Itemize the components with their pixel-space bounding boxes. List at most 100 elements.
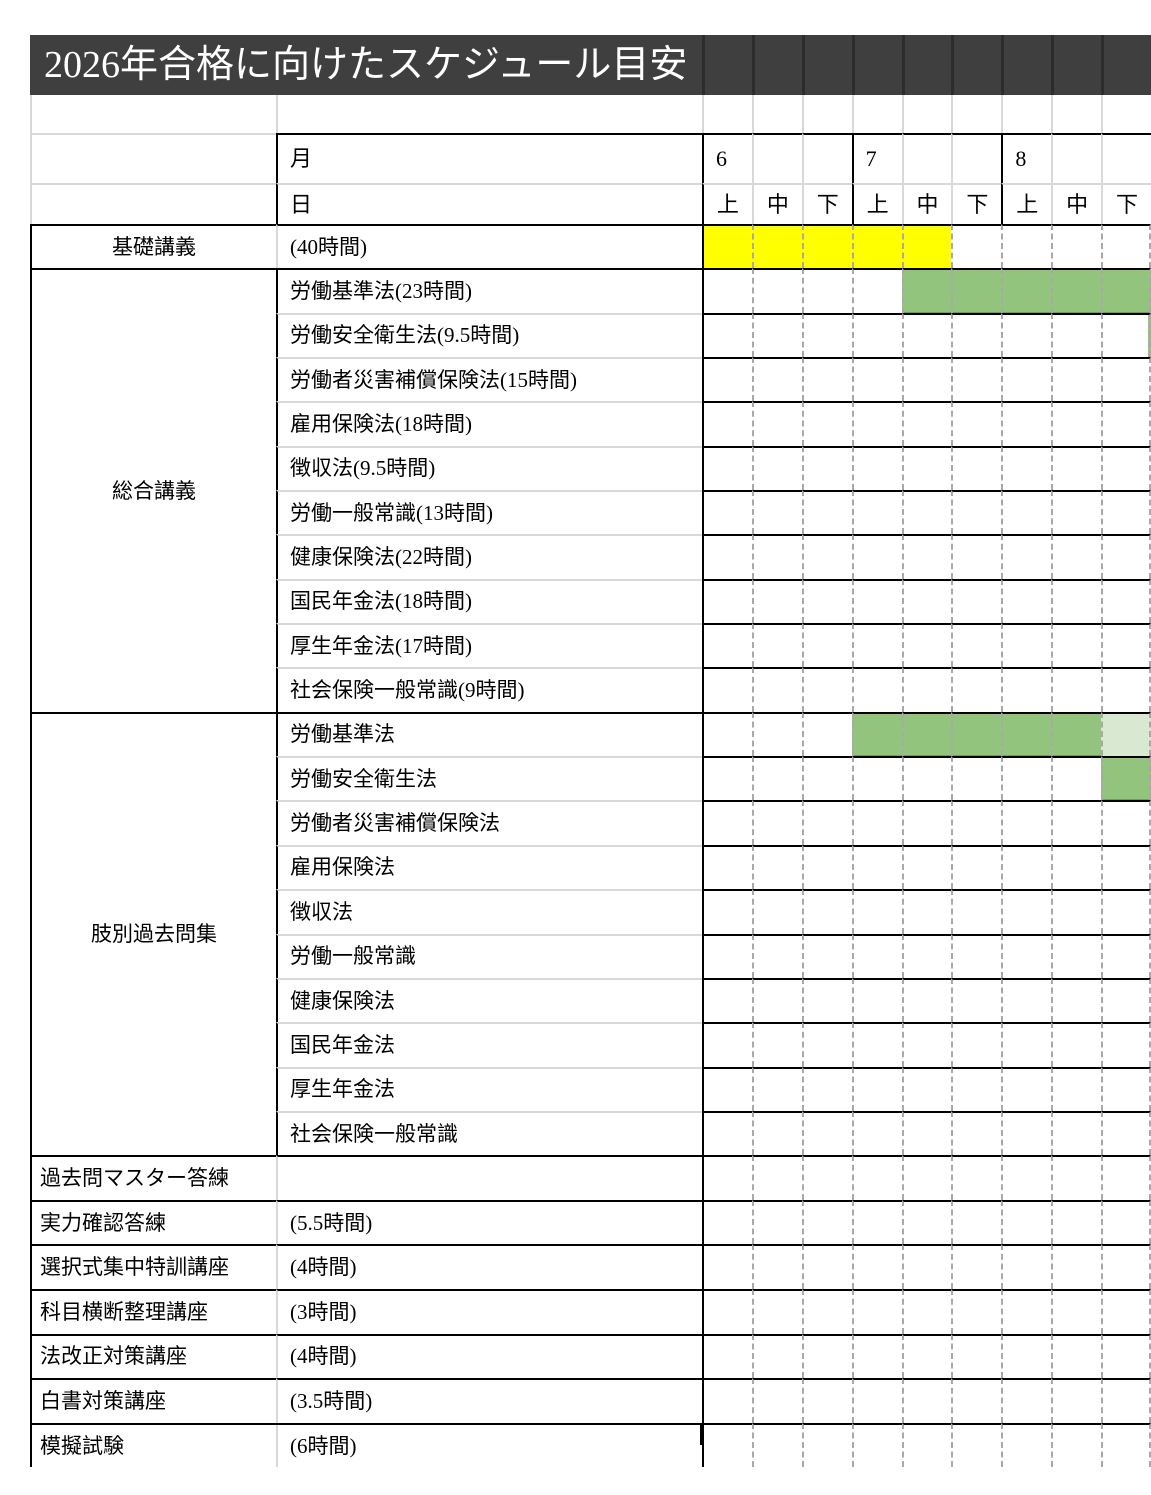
period-label: 中 xyxy=(751,183,802,224)
gantt-cell xyxy=(1101,1378,1151,1423)
gantt-cell xyxy=(1051,357,1102,402)
gantt-cell xyxy=(801,312,852,358)
gantt-cell xyxy=(702,224,752,269)
gantt-cell xyxy=(901,445,952,491)
gantt-cell xyxy=(1101,844,1151,890)
gantt-cell xyxy=(801,578,852,624)
gantt-cell xyxy=(702,1289,752,1334)
gantt-cell xyxy=(751,1333,802,1379)
gantt-cell xyxy=(702,1244,752,1289)
gantt-cell xyxy=(751,623,802,668)
gantt-cell xyxy=(851,889,902,934)
period-label: 中 xyxy=(1051,183,1102,224)
month-header-cell xyxy=(1101,133,1151,183)
gantt-cell xyxy=(851,1110,902,1156)
gantt-cell xyxy=(751,1289,802,1334)
gantt-cell xyxy=(851,977,902,1023)
gantt-cell xyxy=(951,312,1002,358)
gantt-cell xyxy=(801,1244,852,1289)
gantt-cell xyxy=(851,1022,902,1067)
category-cell: 科目横断整理講座 xyxy=(30,1289,276,1334)
gantt-cell xyxy=(901,1378,952,1423)
month-number: 7 xyxy=(851,133,902,183)
spacer-cell xyxy=(30,133,276,183)
gantt-cell xyxy=(1101,623,1151,668)
gantt-cell xyxy=(1051,977,1102,1023)
subject-cell: 労働一般常識(13時間) xyxy=(276,490,702,535)
gantt-cell xyxy=(751,756,802,801)
gantt-cell xyxy=(1051,445,1102,491)
gantt-cell xyxy=(1051,1422,1102,1468)
gantt-cell xyxy=(1101,800,1151,845)
gantt-cell xyxy=(1051,1199,1102,1245)
subject-cell: 徴収法 xyxy=(276,889,702,934)
gantt-cell xyxy=(751,1422,802,1468)
gantt-cell xyxy=(751,534,802,579)
gantt-cell xyxy=(851,312,902,358)
gantt-cell xyxy=(951,756,1002,801)
gantt-cell xyxy=(702,1022,752,1067)
gantt-cell xyxy=(751,1155,802,1200)
gantt-cell xyxy=(901,1110,952,1156)
gantt-cell xyxy=(951,889,1002,934)
gantt-cell xyxy=(901,844,952,890)
gantt-cell xyxy=(901,224,952,269)
gantt-cell xyxy=(801,1022,852,1067)
gantt-cell xyxy=(801,1378,852,1423)
gantt-cell xyxy=(951,534,1002,579)
gantt-cell xyxy=(1101,1155,1151,1200)
title-grid-cell xyxy=(1051,35,1102,95)
gantt-cell xyxy=(751,889,802,934)
gantt-cell xyxy=(901,800,952,845)
gantt-cell xyxy=(951,1333,1002,1379)
gantt-cell xyxy=(702,977,752,1023)
gantt-cell xyxy=(901,578,952,624)
gantt-cell xyxy=(801,445,852,491)
category-cell: 法改正対策講座 xyxy=(30,1333,276,1379)
gantt-cell xyxy=(1051,1289,1102,1334)
gantt-cell xyxy=(1051,1022,1102,1067)
gantt-cell xyxy=(1001,1378,1052,1423)
gantt-cell xyxy=(1051,224,1102,269)
title-grid-cell xyxy=(751,35,802,95)
gantt-cell xyxy=(751,224,802,269)
gantt-cell xyxy=(1001,667,1052,712)
gantt-cell xyxy=(751,1199,802,1245)
gantt-cell xyxy=(702,756,752,801)
gantt-cell xyxy=(1101,667,1151,712)
gantt-cell xyxy=(702,1378,752,1423)
gantt-cell xyxy=(751,977,802,1023)
sheet-title: 2026年合格に向けたスケジュール目安 xyxy=(30,35,702,95)
gantt-cell xyxy=(801,357,852,402)
gantt-cell xyxy=(901,756,952,801)
title-grid-cell xyxy=(851,35,902,95)
gantt-cell xyxy=(1051,312,1102,358)
gantt-cell xyxy=(702,1110,752,1156)
gantt-cell xyxy=(951,224,1002,269)
gantt-cell xyxy=(951,977,1002,1023)
title-grid-cell xyxy=(801,35,852,95)
gantt-cell xyxy=(1001,1110,1052,1156)
period-label: 下 xyxy=(801,183,852,224)
subject-cell: 国民年金法(18時間) xyxy=(276,578,702,624)
gantt-cell xyxy=(901,312,952,358)
gantt-cell xyxy=(1051,268,1102,313)
gantt-cell xyxy=(951,1066,1002,1111)
gantt-cell xyxy=(1051,1066,1102,1111)
gantt-cell xyxy=(702,1422,752,1468)
gantt-cell xyxy=(851,445,902,491)
gantt-cell xyxy=(801,667,852,712)
gantt-cell xyxy=(1001,490,1052,535)
gantt-cell xyxy=(851,578,902,624)
gantt-cell xyxy=(1001,889,1052,934)
gantt-cell xyxy=(1051,534,1102,579)
gantt-cell xyxy=(1001,445,1052,491)
schedule-bar xyxy=(702,224,952,269)
title-grid-cell xyxy=(702,35,752,95)
spacer-cell xyxy=(276,95,702,133)
title-grid-cell xyxy=(1001,35,1052,95)
gantt-cell xyxy=(751,312,802,358)
gantt-cell xyxy=(851,1333,902,1379)
month-header-cell xyxy=(951,133,1002,183)
